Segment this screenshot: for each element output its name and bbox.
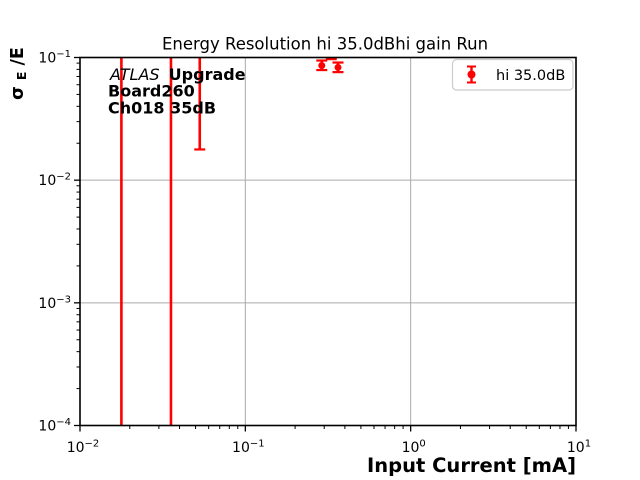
legend-label: hi 35.0dB xyxy=(496,68,565,84)
y-tick-label: 10−3 xyxy=(38,294,71,312)
data-point-marker xyxy=(318,62,326,70)
axes-frame xyxy=(79,56,577,427)
atlas-annotation: ATLAS Upgrade Board260 Ch018 35dB xyxy=(108,65,246,117)
annotation-upgrade: Upgrade xyxy=(169,65,246,84)
grid-layer xyxy=(80,57,576,426)
annotation-atlas: ATLAS xyxy=(109,65,160,84)
legend-errorbar-marker-icon xyxy=(467,65,476,84)
y-axis-label-rest: /E xyxy=(8,47,28,65)
legend-box xyxy=(451,58,574,91)
svg-text:ATLAS Upgrade: ATLAS Upgrade xyxy=(109,65,246,84)
x-tick-label: 10−1 xyxy=(232,439,265,457)
y-axis-label-subscript: E xyxy=(14,72,29,81)
y-axis-label-sigma: σ xyxy=(8,86,28,100)
y-tick-label: 10−4 xyxy=(38,417,71,435)
x-tick-label: 100 xyxy=(402,439,426,457)
x-tick-label: 101 xyxy=(567,439,591,457)
chart-title: Energy Resolution hi 35.0dBhi gain Run xyxy=(162,35,488,54)
annotation-channel: Ch018 35dB xyxy=(108,98,216,117)
y-tick-label: 10−2 xyxy=(38,172,71,190)
x-axis-label: Input Current [mA] xyxy=(367,454,576,477)
data-series-layer xyxy=(120,57,344,426)
annotation-board: Board260 xyxy=(108,82,195,101)
tick-layer xyxy=(74,56,577,432)
tick-label-layer: 10−2 10−1 100 101 10−1 10−2 10−3 10−4 xyxy=(38,49,591,456)
data-point-marker xyxy=(334,63,342,71)
x-tick-label: 10−2 xyxy=(67,439,100,457)
y-tick-label: 10−1 xyxy=(38,49,71,67)
y-axis-label: σ E /E xyxy=(8,47,31,100)
legend: hi 35.0dB xyxy=(451,58,574,91)
